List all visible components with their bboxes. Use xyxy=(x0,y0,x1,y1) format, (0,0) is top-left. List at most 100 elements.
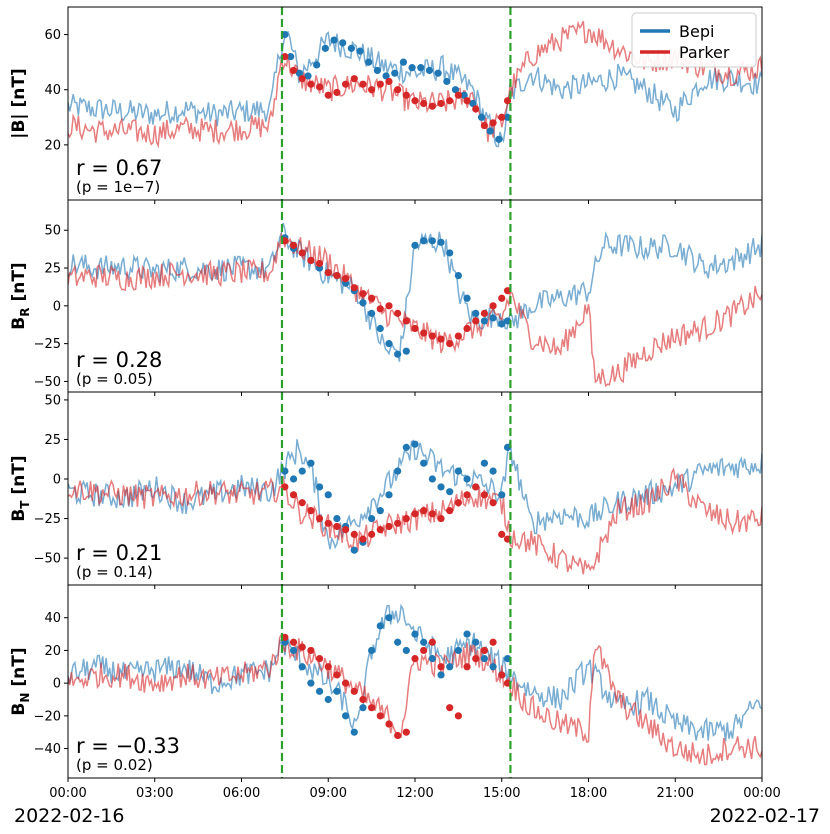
parker-marker xyxy=(446,704,454,712)
parker-marker xyxy=(437,514,445,523)
parker-marker xyxy=(411,97,419,105)
parker-marker xyxy=(307,646,315,655)
bepi-marker xyxy=(333,514,341,523)
bepi-marker xyxy=(408,64,416,72)
y-tick-label: 60 xyxy=(44,28,61,43)
bepi-marker xyxy=(437,238,445,246)
parker-marker xyxy=(385,522,393,531)
correlation-p: (p = 0.05) xyxy=(76,370,153,388)
parker-marker xyxy=(472,317,480,325)
bepi-marker xyxy=(437,483,445,491)
x-tick-label: 00:00 xyxy=(49,786,86,801)
bepi-line xyxy=(68,439,762,550)
bepi-marker xyxy=(298,663,306,671)
bepi-marker xyxy=(324,695,332,704)
bepi-marker xyxy=(480,655,488,663)
parker-marker xyxy=(454,499,462,507)
bepi-marker xyxy=(394,638,402,646)
bepi-marker xyxy=(472,638,480,646)
bepi-marker xyxy=(391,69,399,77)
parker-marker xyxy=(333,522,341,531)
bepi-line xyxy=(68,31,762,148)
bepi-marker xyxy=(460,91,468,99)
bepi-marker xyxy=(446,488,454,496)
bepi-marker xyxy=(428,475,436,483)
bepi-marker xyxy=(402,443,410,451)
legend-label-bepi: Bepi xyxy=(679,22,714,41)
bepi-marker xyxy=(307,679,315,687)
panel-1: 20 40 60 |B| [nT] r = 0.67(p = 1e−7) xyxy=(9,6,763,204)
bepi-marker xyxy=(339,39,347,47)
parker-marker xyxy=(472,105,480,113)
parker-marker xyxy=(411,510,419,518)
parker-marker xyxy=(437,335,445,343)
bepi-marker xyxy=(356,47,364,55)
parker-marker xyxy=(324,663,332,671)
bepi-marker xyxy=(298,467,306,475)
bepi-marker xyxy=(350,546,358,554)
parker-marker xyxy=(480,491,488,499)
y-tick-label: −25 xyxy=(34,512,61,527)
bepi-marker xyxy=(287,53,295,61)
bepi-marker xyxy=(382,72,390,80)
y-tick-label: 0 xyxy=(53,677,61,692)
bepi-marker xyxy=(385,614,393,622)
parker-marker xyxy=(402,317,410,325)
bepi-marker xyxy=(411,241,419,249)
parker-marker xyxy=(376,305,384,313)
parker-marker xyxy=(480,309,488,317)
x-tick-label: 06:00 xyxy=(223,786,260,801)
y-tick-label: 20 xyxy=(44,644,61,659)
bepi-marker xyxy=(368,309,376,317)
parker-marker xyxy=(368,86,376,94)
parker-marker xyxy=(437,663,445,671)
parker-marker xyxy=(307,507,315,515)
parker-marker xyxy=(472,483,480,491)
panel-3-data xyxy=(68,439,762,575)
parker-marker xyxy=(298,75,306,83)
bepi-marker xyxy=(472,309,480,317)
panel-2-data xyxy=(68,222,762,388)
bepi-marker xyxy=(469,99,477,108)
legend-label-parker: Parker xyxy=(679,43,730,62)
y-tick-label: −50 xyxy=(34,375,61,390)
parker-marker xyxy=(411,324,419,333)
bepi-marker xyxy=(425,66,434,75)
bepi-marker xyxy=(289,475,298,483)
parker-marker xyxy=(385,720,393,728)
bepi-marker xyxy=(477,113,486,121)
bepi-marker xyxy=(454,646,462,655)
parker-marker xyxy=(428,510,436,518)
parker-marker xyxy=(315,514,324,523)
parker-marker xyxy=(368,294,376,302)
parker-marker xyxy=(428,332,436,340)
parker-marker xyxy=(289,491,298,499)
y-axis-label: BR [nT] xyxy=(9,262,32,329)
y-tick-label: −20 xyxy=(34,709,61,724)
bepi-marker xyxy=(437,671,445,679)
bepi-marker xyxy=(315,483,324,491)
parker-marker xyxy=(376,526,384,534)
bepi-marker xyxy=(480,459,488,467)
parker-marker xyxy=(480,121,488,130)
x-tick-label: 21:00 xyxy=(657,786,694,801)
parker-marker xyxy=(385,77,393,86)
parker-marker xyxy=(350,687,358,695)
y-tick-label: 20 xyxy=(44,138,61,153)
parker-marker xyxy=(324,268,332,277)
y-axis-label: BN [nT] xyxy=(9,647,32,715)
parker-marker xyxy=(298,249,306,257)
parker-marker xyxy=(307,256,315,265)
bepi-marker xyxy=(428,237,436,245)
y-tick-label: 0 xyxy=(53,473,61,488)
y-tick-label: 25 xyxy=(44,262,61,277)
parker-marker xyxy=(411,655,419,663)
y-tick-label: 40 xyxy=(44,611,61,626)
parker-marker xyxy=(376,712,384,720)
x-tick-label: 09:00 xyxy=(310,786,347,801)
bepi-marker xyxy=(402,646,410,655)
parker-marker xyxy=(394,86,402,94)
bepi-line xyxy=(68,603,762,742)
parker-marker xyxy=(324,91,332,99)
parker-marker xyxy=(489,499,497,507)
